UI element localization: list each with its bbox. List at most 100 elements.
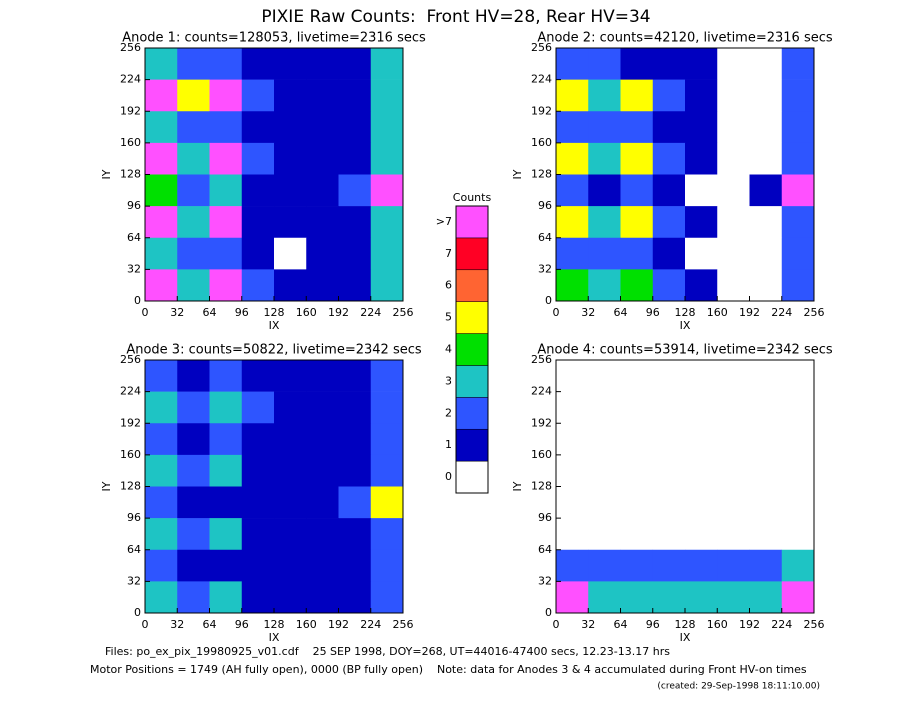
heatmap-cell — [717, 142, 750, 175]
heatmap-cell — [717, 79, 750, 112]
heatmap-cell — [274, 423, 307, 456]
heatmap-cell — [370, 142, 404, 175]
colorbar-swatch — [455, 460, 489, 494]
heatmap-cell — [620, 581, 654, 614]
y-tick-label: 128 — [531, 168, 552, 181]
y-tick-label: 64 — [127, 231, 141, 244]
heatmap-cell — [241, 486, 275, 519]
heatmap-cell — [685, 391, 718, 424]
y-tick-label: 224 — [120, 73, 141, 86]
heatmap-cell — [717, 206, 750, 239]
x-tick-label: 160 — [707, 306, 728, 319]
y-tick-label: 256 — [531, 41, 552, 54]
x-axis-label: IX — [269, 319, 280, 332]
y-tick-label: 128 — [120, 168, 141, 181]
y-axis-label: IY — [100, 169, 113, 179]
y-tick-label: 0 — [134, 294, 141, 307]
heatmap-cell — [370, 360, 404, 392]
heatmap-cell — [177, 581, 210, 614]
heatmap-cell — [338, 269, 372, 302]
x-tick-label: 32 — [170, 618, 184, 631]
heatmap-cell — [370, 269, 404, 302]
heatmap-cell — [620, 79, 654, 112]
y-tick-label: 224 — [531, 73, 552, 86]
x-tick-label: 128 — [264, 306, 285, 319]
heatmap-cell — [717, 237, 750, 270]
y-tick-label: 96 — [538, 199, 552, 212]
heatmap-cell — [781, 423, 815, 456]
heatmap-cell — [370, 206, 404, 239]
heatmap-cell — [781, 206, 815, 239]
heatmap-cell — [274, 174, 307, 207]
heatmap-cell — [781, 486, 815, 519]
heatmap-cell — [177, 423, 210, 456]
heatmap-cell — [338, 486, 372, 519]
heatmap-cell — [370, 48, 404, 80]
heatmap-cell — [306, 454, 339, 487]
heatmap-cell — [306, 518, 339, 551]
heatmap-cell — [620, 391, 654, 424]
heatmap-cell — [177, 549, 210, 582]
heatmap-cell — [338, 79, 372, 112]
heatmap-cell — [652, 206, 686, 239]
heatmap-cell — [556, 423, 589, 456]
heatmap-cell — [177, 48, 210, 80]
y-tick-label: 256 — [120, 41, 141, 54]
heatmap-cell — [556, 549, 589, 582]
heatmap-cell — [145, 454, 178, 487]
heatmap-cell — [338, 518, 372, 551]
heatmap-cell — [781, 549, 815, 582]
heatmap-cell — [588, 549, 621, 582]
y-tick-label: 64 — [538, 543, 552, 556]
heatmap-cell — [749, 423, 783, 456]
heatmap-cell — [620, 48, 654, 80]
heatmap-cell — [338, 423, 372, 456]
heatmap-cell — [338, 581, 372, 614]
x-tick-label: 192 — [328, 618, 349, 631]
heatmap-cell — [177, 174, 210, 207]
heatmap-cell — [717, 174, 750, 207]
footer-motor: Motor Positions = 1749 (AH fully open), … — [90, 663, 807, 676]
heatmap-cell — [209, 360, 243, 392]
heatmap-cell — [241, 237, 275, 270]
heatmap-cell — [556, 237, 589, 270]
heatmap-cell — [652, 391, 686, 424]
heatmap-cell — [145, 423, 178, 456]
heatmap-cell — [241, 48, 275, 80]
heatmap-cell — [556, 486, 589, 519]
heatmap-cell — [177, 518, 210, 551]
heatmap-cell — [781, 142, 815, 175]
heatmap-cell — [209, 206, 243, 239]
heatmap-cell — [620, 269, 654, 302]
heatmap-cell — [241, 518, 275, 551]
x-axis-label: IX — [269, 631, 280, 644]
heatmap-cell — [274, 48, 307, 80]
y-tick-label: 128 — [531, 480, 552, 493]
heatmap-cell — [370, 581, 404, 614]
x-axis-label: IX — [680, 319, 691, 332]
y-tick-label: 160 — [120, 448, 141, 461]
heatmap-cell — [620, 423, 654, 456]
heatmap-cell — [749, 518, 783, 551]
heatmap-cell — [177, 142, 210, 175]
colorbar-label: 2 — [445, 406, 452, 419]
colorbar-label: >7 — [436, 215, 452, 228]
heatmap-cell — [652, 360, 686, 392]
heatmap-cell — [338, 549, 372, 582]
heatmap-cell — [556, 79, 589, 112]
heatmap-cell — [241, 206, 275, 239]
heatmap-cell — [306, 360, 339, 392]
heatmap-cell — [177, 237, 210, 270]
heatmap-cell — [620, 454, 654, 487]
heatmap-cell — [620, 518, 654, 551]
heatmap-cell — [685, 269, 718, 302]
heatmap-cell — [749, 237, 783, 270]
heatmap-cell — [306, 549, 339, 582]
heatmap-cell — [620, 237, 654, 270]
heatmap-cell — [588, 111, 621, 144]
heatmap-cell — [274, 518, 307, 551]
x-tick-label: 32 — [581, 618, 595, 631]
x-tick-label: 160 — [296, 306, 317, 319]
heatmap-cell — [209, 237, 243, 270]
heatmap-cell — [177, 206, 210, 239]
